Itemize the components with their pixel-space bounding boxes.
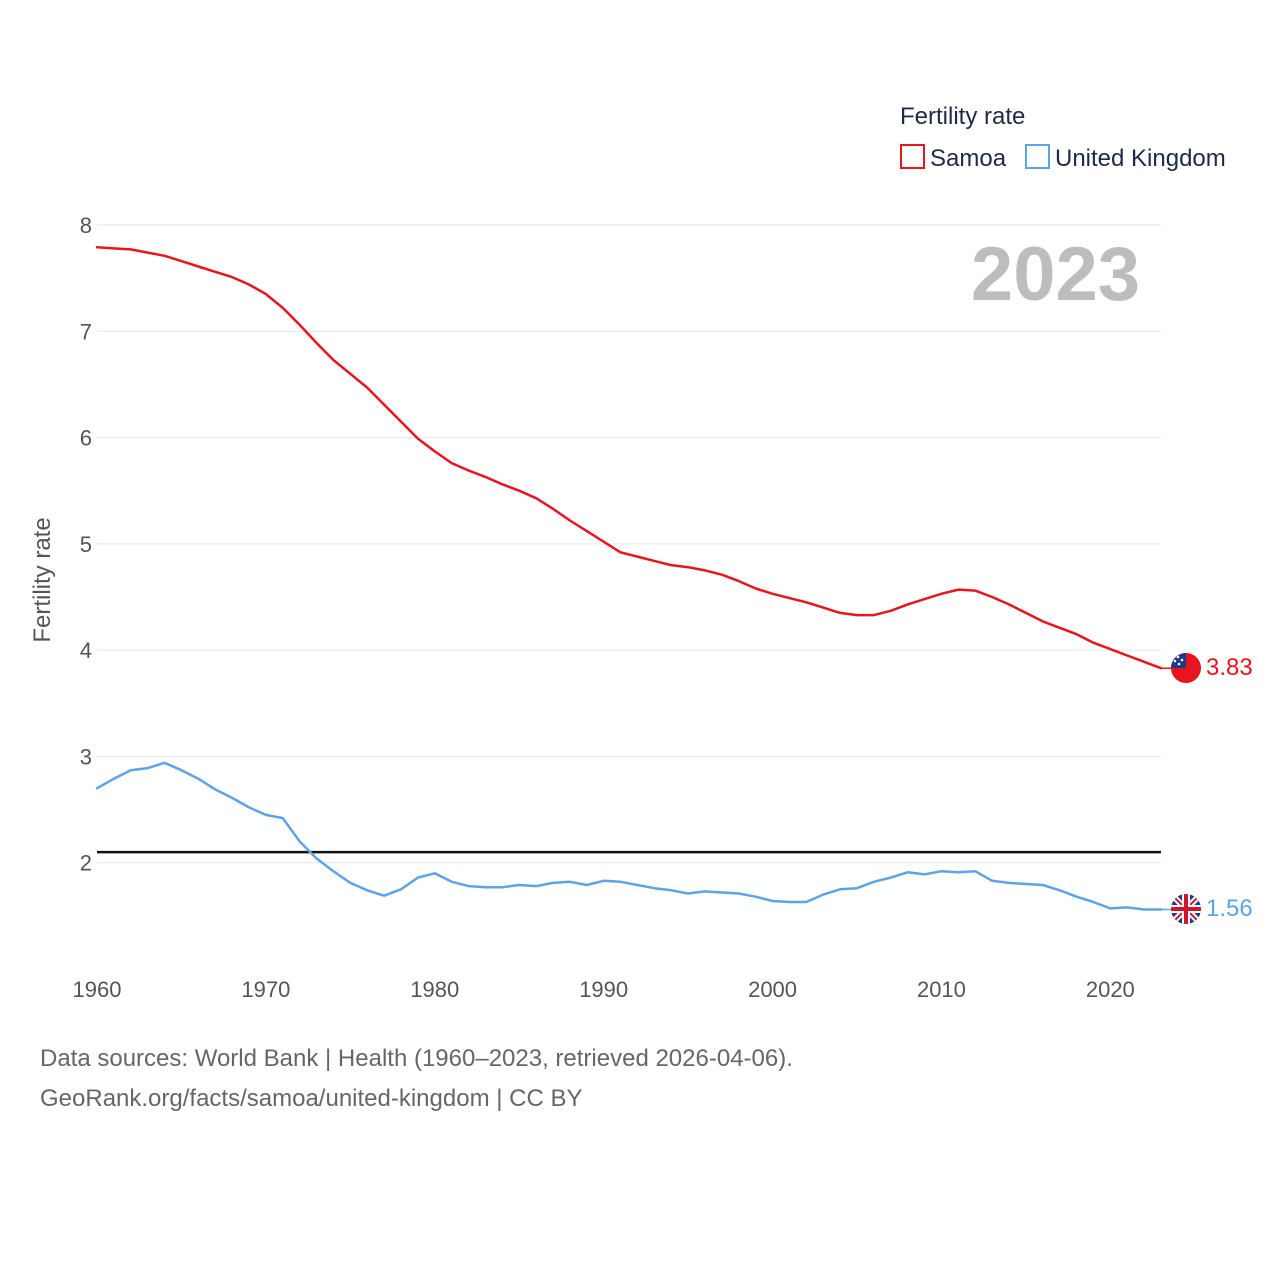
united-kingdom-flag-icon	[1171, 894, 1201, 924]
legend-swatch-samoa	[900, 144, 925, 169]
legend-item-united-kingdom[interactable]: United Kingdom	[1025, 144, 1226, 172]
legend-title: Fertility rate	[900, 103, 1025, 130]
footer-attribution: GeoRank.org/facts/samoa/united-kingdom |…	[40, 1085, 583, 1112]
x-tick-label: 1960	[73, 977, 122, 1002]
y-tick-label: 6	[80, 426, 92, 451]
x-tick-label: 1970	[241, 977, 290, 1002]
united-kingdom-end-value: 1.56	[1206, 895, 1253, 922]
y-tick-label: 7	[80, 319, 92, 344]
x-tick-label: 2000	[748, 977, 797, 1002]
gridlines	[97, 224, 1161, 864]
samoa-end-value: 3.83	[1206, 654, 1253, 681]
series-line-samoa	[95, 246, 1163, 670]
year-label: 2023	[971, 232, 1140, 317]
x-tick-label: 1980	[410, 977, 459, 1002]
y-axis-ticks: 2 3 4 5 6 7 8	[80, 213, 92, 876]
y-tick-label: 5	[80, 532, 92, 557]
legend-label-samoa: Samoa	[930, 145, 1007, 172]
y-axis-label: Fertility rate	[29, 517, 56, 642]
y-tick-label: 4	[80, 638, 92, 663]
x-tick-label: 1990	[579, 977, 628, 1002]
series-lines	[95, 246, 1172, 911]
footer-sources: Data sources: World Bank | Health (1960–…	[40, 1045, 793, 1072]
legend: Fertility rate Samoa United Kingdom	[900, 103, 1226, 172]
y-tick-label: 8	[80, 213, 92, 238]
x-tick-label: 2010	[917, 977, 966, 1002]
y-tick-label: 3	[80, 744, 92, 769]
legend-label-united-kingdom: United Kingdom	[1055, 145, 1226, 172]
y-tick-label: 2	[80, 851, 92, 876]
legend-swatch-united-kingdom	[1025, 144, 1050, 169]
x-axis-ticks: 1960 1970 1980 1990 2000 2010 2020	[73, 977, 1135, 1002]
series-line-united-kingdom	[95, 761, 1163, 911]
x-tick-label: 2020	[1086, 977, 1135, 1002]
legend-item-samoa[interactable]: Samoa	[900, 144, 1007, 172]
samoa-flag-icon	[1171, 653, 1201, 683]
